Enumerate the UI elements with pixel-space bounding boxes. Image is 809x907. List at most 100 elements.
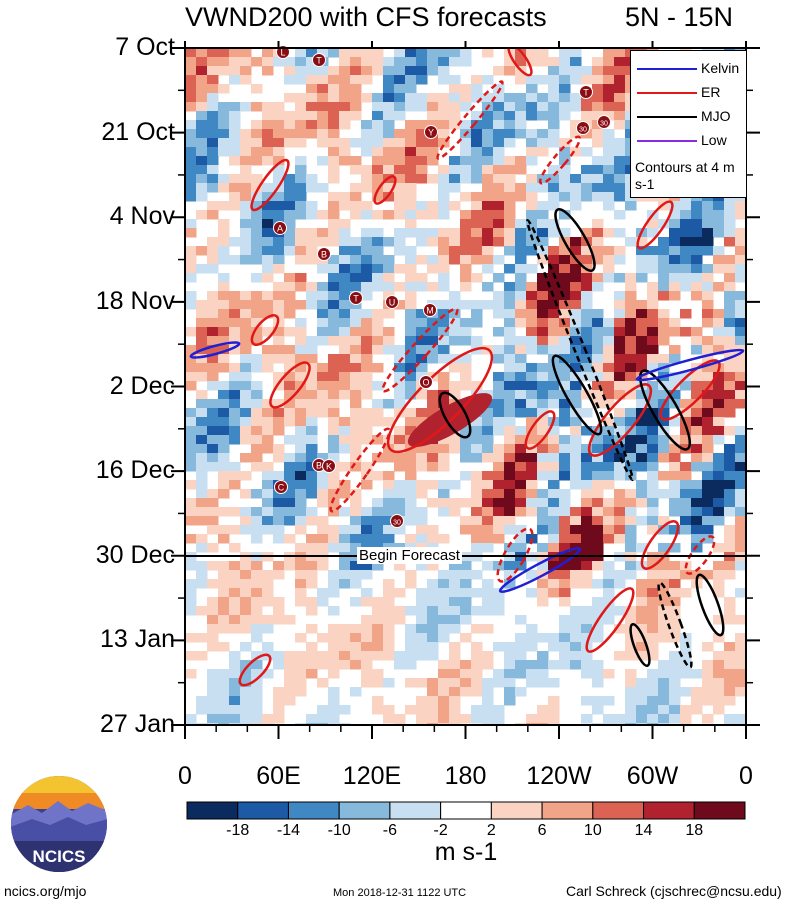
anomaly-cell <box>427 687 439 697</box>
anomaly-cell <box>361 480 373 490</box>
anomaly-cell <box>471 705 483 715</box>
anomaly-cell <box>350 255 362 265</box>
anomaly-cell <box>735 489 746 499</box>
anomaly-cell <box>647 363 659 373</box>
anomaly-cell <box>251 354 263 364</box>
anomaly-cell <box>427 408 439 418</box>
anomaly-cell <box>724 381 736 391</box>
anomaly-cell <box>306 597 318 607</box>
anomaly-cell <box>207 615 219 625</box>
anomaly-cell <box>669 489 681 499</box>
anomaly-cell <box>625 417 637 427</box>
anomaly-cell <box>284 246 296 256</box>
anomaly-cell <box>504 525 516 535</box>
anomaly-cell <box>735 561 746 571</box>
anomaly-cell <box>405 300 417 310</box>
anomaly-cell <box>317 282 329 292</box>
anomaly-cell <box>471 156 483 166</box>
anomaly-cell <box>460 597 472 607</box>
anomaly-cell <box>614 444 626 454</box>
anomaly-cell <box>559 93 571 103</box>
anomaly-cell <box>526 660 538 670</box>
anomaly-cell <box>317 228 329 238</box>
anomaly-cell <box>515 399 527 409</box>
legend-item-er: ER <box>631 83 746 103</box>
anomaly-cell <box>394 354 406 364</box>
anomaly-cell <box>636 237 648 247</box>
anomaly-cell <box>592 354 604 364</box>
anomaly-cell <box>581 255 593 265</box>
anomaly-cell <box>559 660 571 670</box>
anomaly-cell <box>306 75 318 85</box>
anomaly-cell <box>361 327 373 337</box>
anomaly-cell <box>669 327 681 337</box>
anomaly-cell <box>350 156 362 166</box>
anomaly-cell <box>372 111 384 121</box>
anomaly-cell <box>196 507 208 517</box>
anomaly-cell <box>636 255 648 265</box>
legend-label: ER <box>701 84 721 100</box>
anomaly-cell <box>295 570 307 580</box>
anomaly-cell <box>581 228 593 238</box>
anomaly-cell <box>460 165 472 175</box>
anomaly-cell <box>218 300 230 310</box>
anomaly-cell <box>394 363 406 373</box>
anomaly-cell <box>647 507 659 517</box>
anomaly-cell <box>691 489 703 499</box>
anomaly-cell <box>735 687 746 697</box>
x-tick-label: 60W <box>626 762 679 790</box>
anomaly-cell <box>207 300 219 310</box>
anomaly-cell <box>570 354 582 364</box>
anomaly-cell <box>515 651 527 661</box>
anomaly-cell <box>196 606 208 616</box>
anomaly-cell <box>603 507 615 517</box>
anomaly-cell <box>240 201 252 211</box>
anomaly-cell <box>240 228 252 238</box>
anomaly-cell <box>515 111 527 121</box>
anomaly-cell <box>504 471 516 481</box>
anomaly-cell <box>185 507 197 517</box>
anomaly-cell <box>405 309 417 319</box>
anomaly-cell <box>372 48 384 58</box>
anomaly-cell <box>669 615 681 625</box>
anomaly-cell <box>240 300 252 310</box>
anomaly-cell <box>592 246 604 256</box>
anomaly-cell <box>361 57 373 67</box>
anomaly-cell <box>251 516 263 526</box>
anomaly-cell <box>581 615 593 625</box>
anomaly-cell <box>251 318 263 328</box>
mjo-contour <box>554 208 596 272</box>
chart-title: VWND200 with CFS forecasts <box>185 2 547 32</box>
anomaly-cell <box>383 264 395 274</box>
anomaly-cell <box>471 300 483 310</box>
anomaly-cell <box>592 597 604 607</box>
anomaly-cell <box>647 597 659 607</box>
anomaly-cell <box>449 570 461 580</box>
anomaly-cell <box>647 228 659 238</box>
anomaly-cell <box>537 543 549 553</box>
anomaly-cell <box>658 633 670 643</box>
anomaly-cell <box>273 516 285 526</box>
anomaly-cell <box>262 507 274 517</box>
anomaly-cell <box>592 579 604 589</box>
anomaly-cell <box>724 390 736 400</box>
anomaly-cell <box>438 75 450 85</box>
anomaly-cell <box>218 111 230 121</box>
anomaly-cell <box>460 57 472 67</box>
anomaly-cell <box>394 588 406 598</box>
anomaly-cell <box>328 318 340 328</box>
anomaly-cell <box>647 498 659 508</box>
anomaly-cell <box>383 624 395 634</box>
anomaly-cell <box>460 381 472 391</box>
anomaly-cell <box>218 615 230 625</box>
anomaly-cell <box>207 183 219 193</box>
anomaly-cell <box>482 120 494 130</box>
anomaly-cell <box>339 57 351 67</box>
anomaly-cell <box>207 543 219 553</box>
anomaly-cell <box>647 579 659 589</box>
kelvin-contour <box>498 546 582 594</box>
anomaly-cell <box>537 471 549 481</box>
anomaly-cell <box>614 624 626 634</box>
anomaly-cell <box>427 282 439 292</box>
anomaly-cell <box>702 390 714 400</box>
